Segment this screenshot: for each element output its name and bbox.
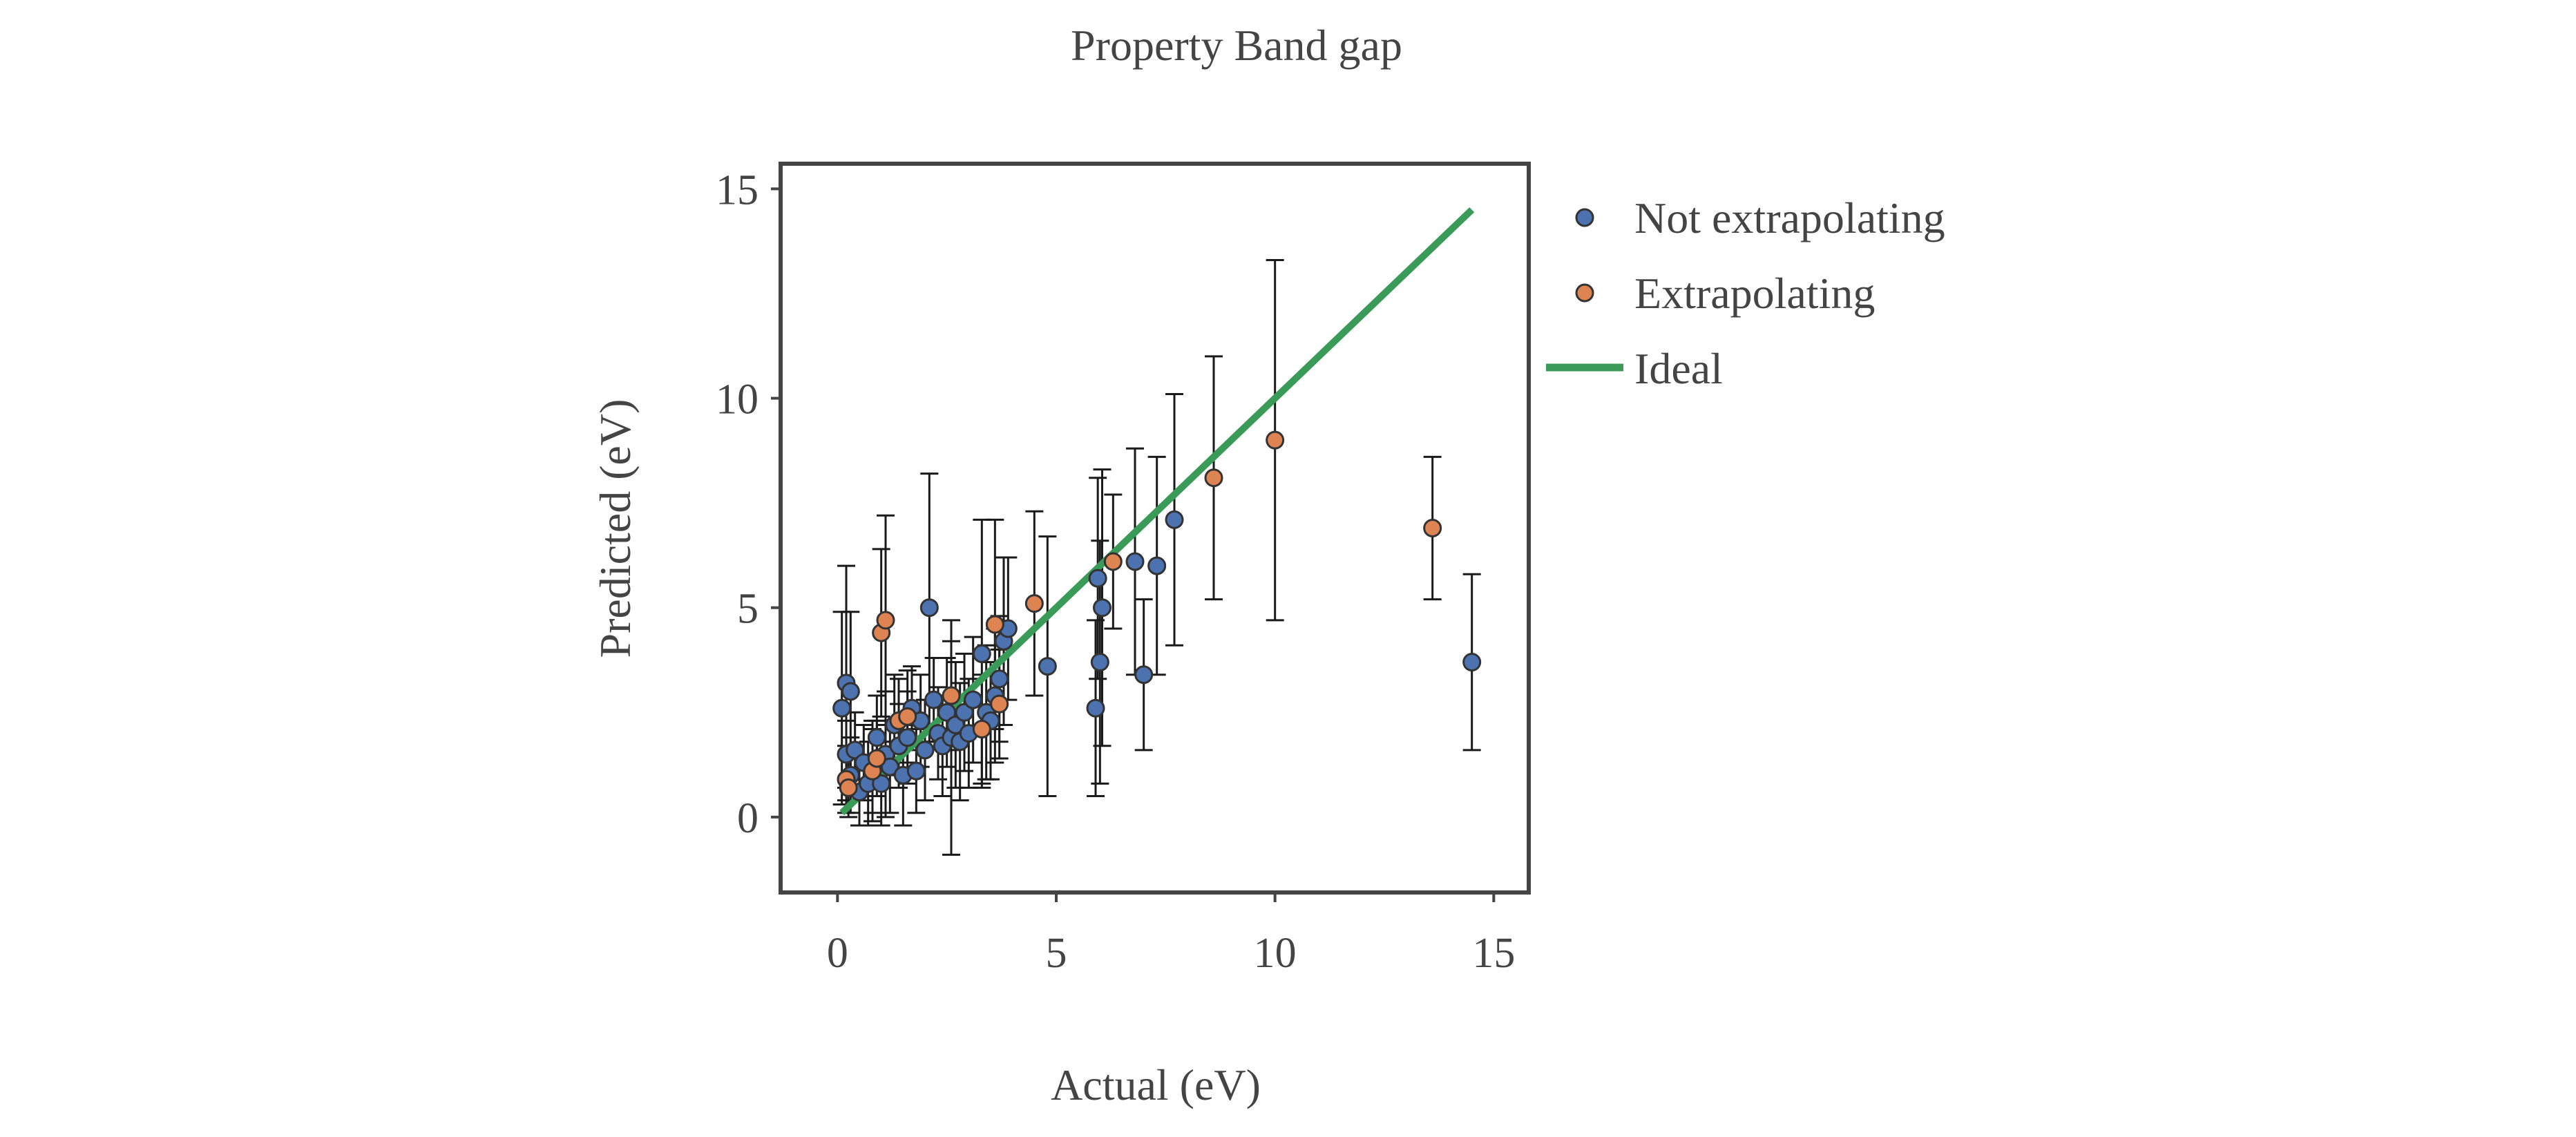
point-not-extrapolating	[846, 741, 865, 760]
point-not-extrapolating	[1086, 698, 1105, 718]
point-not-extrapolating	[964, 690, 983, 709]
x-axis-ticks: 0 5 10 15	[827, 892, 1515, 977]
x-tick-label: 15	[1472, 930, 1515, 977]
point-not-extrapolating	[1462, 653, 1482, 672]
point-not-extrapolating	[990, 669, 1009, 689]
legend-label-ideal: Ideal	[1634, 344, 1723, 393]
point-not-extrapolating	[1134, 665, 1154, 685]
point-not-extrapolating	[1093, 598, 1112, 618]
point-extrapolating	[867, 749, 886, 768]
point-extrapolating	[985, 615, 1004, 634]
point-extrapolating	[876, 611, 895, 630]
y-tick-label: 10	[716, 376, 759, 423]
point-not-extrapolating	[1147, 556, 1167, 575]
y-axis-label: Predicted (eV)	[591, 399, 640, 658]
ideal-line	[839, 207, 1475, 816]
point-not-extrapolating	[1038, 657, 1057, 676]
point-not-extrapolating	[1088, 568, 1107, 588]
plot-frame	[779, 162, 1531, 895]
data-points	[832, 430, 1482, 801]
point-not-extrapolating	[946, 715, 965, 734]
point-extrapolating	[1024, 594, 1044, 613]
point-not-extrapolating	[872, 774, 891, 793]
point-not-extrapolating	[955, 703, 974, 722]
y-tick-label: 5	[737, 586, 759, 633]
point-not-extrapolating	[1125, 552, 1145, 571]
x-tick-label: 10	[1254, 930, 1297, 977]
point-not-extrapolating	[832, 698, 852, 718]
point-extrapolating	[990, 694, 1009, 714]
legend-label-extrapolating: Extrapolating	[1634, 269, 1875, 318]
point-not-extrapolating	[915, 741, 935, 760]
point-extrapolating	[1204, 468, 1223, 488]
point-extrapolating	[972, 720, 991, 739]
y-tick-label: 0	[737, 795, 759, 842]
y-axis-ticks: 0 5 10 15	[716, 166, 781, 842]
point-extrapolating	[1423, 519, 1442, 537]
point-not-extrapolating	[1165, 510, 1184, 529]
y-tick-label: 15	[716, 166, 759, 213]
point-not-extrapolating	[1090, 653, 1109, 672]
point-not-extrapolating	[906, 761, 926, 781]
legend-label-not-extrapolating: Not extrapolating	[1634, 193, 1945, 242]
point-not-extrapolating	[924, 690, 944, 709]
point-not-extrapolating	[919, 598, 939, 618]
x-tick-label: 0	[827, 930, 848, 977]
x-axis-label: Actual (eV)	[1051, 1060, 1261, 1109]
point-not-extrapolating	[867, 728, 886, 747]
point-not-extrapolating	[841, 682, 860, 701]
ideal-line-group	[839, 207, 1475, 816]
point-extrapolating	[1266, 430, 1285, 450]
point-extrapolating	[942, 686, 961, 705]
legend-marker-not-extrapolating	[1575, 208, 1594, 227]
point-extrapolating	[898, 707, 917, 726]
point-extrapolating	[1103, 552, 1123, 571]
chart-title: Property Band gap	[1071, 21, 1402, 70]
legend: Not extrapolating Extrapolating Ideal	[1546, 193, 1945, 393]
point-not-extrapolating	[880, 757, 899, 776]
legend-marker-extrapolating	[1575, 283, 1594, 303]
point-not-extrapolating	[972, 644, 991, 663]
x-tick-label: 5	[1046, 930, 1067, 977]
point-not-extrapolating	[898, 728, 917, 747]
point-extrapolating	[839, 778, 858, 797]
